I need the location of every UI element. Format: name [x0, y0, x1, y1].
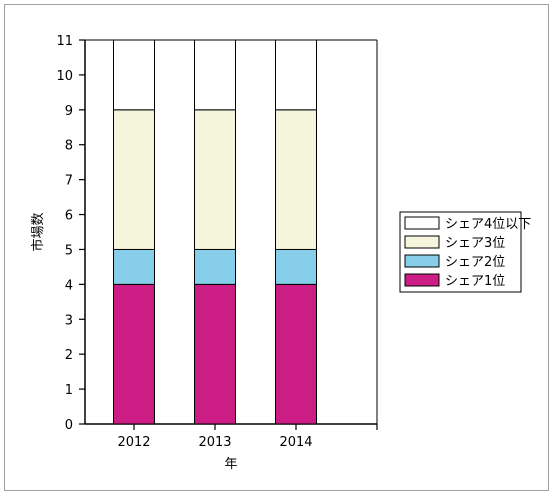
bar-segment	[194, 39, 236, 111]
x-tick-label: 2012	[117, 435, 150, 450]
y-ticks-group: 0 1 2 3 4 5 6 7 8 9 10 11	[56, 34, 85, 433]
bar-segment	[275, 39, 317, 111]
bar-segment	[113, 283, 155, 425]
legend-swatch	[404, 273, 440, 287]
bar-segment	[194, 109, 236, 250]
y-tick-label: 9	[65, 104, 73, 119]
y-tick-label: 1	[65, 383, 73, 398]
x-ticks-group: 2012 2013 2014	[117, 424, 378, 450]
bar-segment	[194, 283, 236, 425]
bar-segment	[275, 109, 317, 250]
x-tick-label: 2013	[198, 435, 231, 450]
bar-segment	[275, 283, 317, 425]
y-tick-label: 10	[56, 69, 73, 84]
legend-label: シェア2位	[445, 255, 505, 270]
bar-segment	[113, 109, 155, 250]
bar-segment	[275, 248, 317, 285]
legend-label: シェア1位	[445, 274, 505, 289]
y-tick-label: 2	[65, 348, 73, 363]
y-tick-label: 11	[56, 34, 73, 49]
legend-swatch	[404, 235, 440, 249]
y-tick-label: 3	[65, 313, 73, 328]
legend-label: シェア3位	[445, 236, 505, 251]
y-tick-label: 0	[65, 418, 73, 433]
legend-label: シェア4位以下	[445, 217, 531, 232]
y-tick-label: 8	[65, 139, 73, 154]
bar-segment	[194, 248, 236, 285]
y-axis-label: 市場数	[30, 212, 46, 251]
legend-swatch	[404, 216, 440, 230]
y-tick-label: 6	[65, 209, 73, 224]
plot-area: 0 1 2 3 4 5 6 7 8 9 10 11 2012 2013 2014	[56, 34, 378, 450]
legend-swatch	[404, 254, 440, 268]
bar-segment	[113, 39, 155, 111]
bar-segment	[113, 248, 155, 285]
x-axis-label: 年	[224, 457, 237, 472]
bars-group	[113, 39, 317, 425]
y-tick-label: 7	[65, 174, 73, 189]
y-tick-label: 4	[65, 278, 73, 293]
x-tick-label: 2014	[279, 435, 312, 450]
y-tick-label: 5	[65, 243, 73, 258]
